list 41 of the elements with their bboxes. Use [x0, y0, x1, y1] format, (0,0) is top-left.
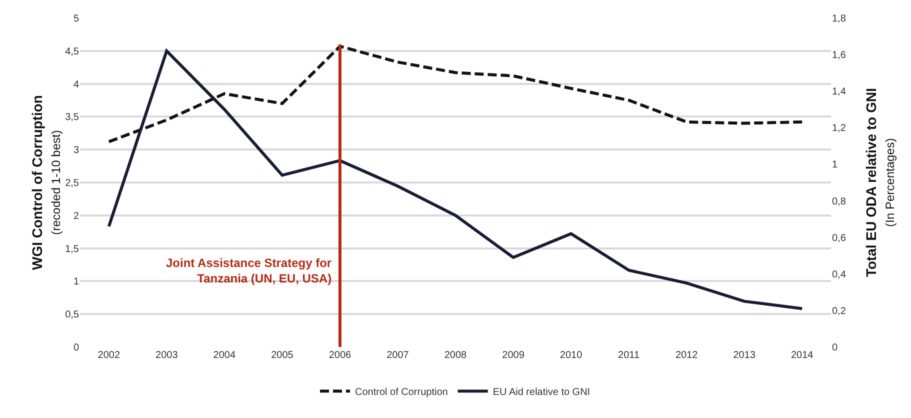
y2-tick-label: 0,2 [832, 306, 846, 317]
x-tick-label: 2012 [675, 350, 698, 361]
y2-tick-label: 0,4 [832, 269, 846, 280]
y2-tick-label: 0 [832, 342, 838, 354]
y-tick-label: 5 [73, 14, 80, 24]
legend-label: EU Aid relative to GNI [492, 387, 590, 398]
line-series [107, 44, 804, 144]
y-tick-label: 3 [73, 145, 80, 156]
x-tick-label: 2009 [502, 350, 525, 361]
x-tick-label: 2010 [560, 350, 583, 361]
ref-line-label: Joint Assistance Strategy for Tanzania (UN, EU, USA) [166, 256, 332, 286]
y2-tick-label: 1,8 [832, 14, 846, 24]
x-tick-label: 2014 [790, 350, 814, 361]
x-tick-label: 2005 [271, 350, 294, 361]
y2-tick-label: 0,6 [832, 232, 846, 244]
x-tick-label: 2006 [328, 350, 352, 361]
y2-tick-label: 1,6 [832, 50, 846, 62]
y-tick-label: 1,5 [65, 244, 80, 255]
x-tick-label: 2002 [98, 350, 120, 361]
y-tick-label: 2,5 [65, 178, 80, 189]
y-tick-label: 4,5 [65, 46, 80, 58]
x-tick-label: 2011 [618, 350, 640, 361]
y2-tick-label: 1,2 [832, 123, 846, 134]
line-series [107, 49, 804, 310]
y-axis-title: WGI Control of Corruption (recoded 1-10 best) [28, 95, 64, 270]
y2-tick-label: 1 [832, 160, 838, 171]
y2-axis-title: Total EU ODA relative to GNI (In Percentages) [863, 88, 898, 278]
x-tick-label: 2004 [213, 350, 236, 361]
x-tick-label: 2003 [156, 350, 178, 361]
x-tick-label: 2007 [386, 350, 410, 361]
y-tick-label: 4 [73, 79, 80, 90]
y2-tick-label: 1,4 [832, 86, 846, 98]
y2-tick-label: 0,8 [832, 196, 846, 208]
y-tick-label: 2 [73, 210, 80, 222]
y-tick-label: 1 [73, 276, 80, 288]
y-tick-label: 3,5 [65, 112, 80, 124]
x-tick-label: 2008 [444, 350, 468, 361]
y-tick-label: 0 [73, 342, 80, 354]
legend-label: Control of Corruption [355, 387, 448, 398]
y-tick-label: 0,5 [65, 310, 80, 321]
x-tick-label: 2013 [733, 350, 756, 361]
